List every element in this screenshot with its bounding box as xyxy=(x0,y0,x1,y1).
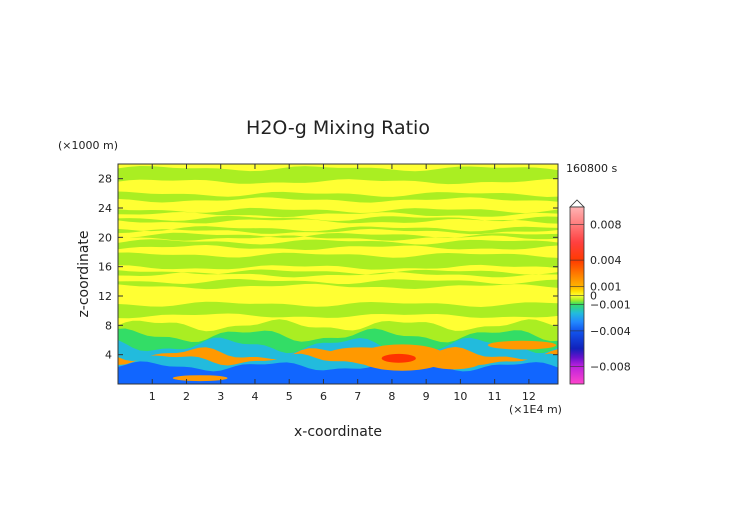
colorbar-label: 0.001 xyxy=(590,281,622,294)
x-tick-label: 12 xyxy=(522,390,536,403)
x-axis-label: x-coordinate xyxy=(294,424,382,440)
y-tick-label: 24 xyxy=(98,202,112,215)
x-tick-label: 10 xyxy=(453,390,467,403)
y-tick-label: 8 xyxy=(105,319,112,332)
boundary-layer xyxy=(118,361,558,384)
moisture-band xyxy=(118,252,558,270)
y-axis-unit: (×1000 m) xyxy=(58,139,118,152)
colorbar-cap xyxy=(569,199,585,208)
chart-title: H2O-g Mixing Ratio xyxy=(246,117,430,139)
y-tick-label: 16 xyxy=(98,261,112,274)
x-tick-label: 9 xyxy=(423,390,430,403)
plot-frame xyxy=(117,163,559,385)
x-tick-label: 11 xyxy=(488,390,502,403)
x-tick-label: 7 xyxy=(354,390,361,403)
colorbar-label: −0.001 xyxy=(590,298,631,311)
colorbar-label: −0.004 xyxy=(590,325,631,338)
moisture-band xyxy=(118,191,558,203)
moisture-band xyxy=(118,239,558,250)
y-tick-label: 4 xyxy=(105,349,112,362)
y-axis: 4 8 12 16 20 24 28 xyxy=(98,173,558,362)
moisture-band xyxy=(118,226,558,235)
colorbar-label: 0.004 xyxy=(590,254,622,267)
moisture-band xyxy=(118,279,558,290)
x-tick-label: 6 xyxy=(320,390,327,403)
x-axis: 1 2 3 4 5 6 7 8 9 10 11 12 xyxy=(149,164,536,403)
colorbar-label: 0.008 xyxy=(590,219,622,232)
moisture-anomaly xyxy=(326,347,396,362)
moisture-band xyxy=(118,165,558,185)
x-tick-label: 5 xyxy=(286,390,293,403)
time-label: 160800 s xyxy=(566,162,617,175)
moisture-band xyxy=(118,301,558,319)
heatmap-field xyxy=(118,164,558,384)
y-axis-label: z-coordinate xyxy=(76,230,92,317)
y-tick-label: 12 xyxy=(98,290,112,303)
y-tick-label: 28 xyxy=(98,173,112,186)
moisture-anomaly xyxy=(381,353,416,363)
colorbar-label: 0 xyxy=(590,290,597,303)
moisture-anomaly xyxy=(172,375,228,382)
moisture-anomaly xyxy=(426,354,481,370)
moisture-band xyxy=(118,269,558,278)
x-tick-label: 3 xyxy=(217,390,224,403)
y-tick-label: 20 xyxy=(98,231,112,244)
x-tick-label: 4 xyxy=(251,390,258,403)
moisture-band xyxy=(118,215,558,224)
x-axis-unit: (×1E4 m) xyxy=(509,403,562,416)
colorbar-label: −0.008 xyxy=(590,360,631,373)
moisture-band xyxy=(118,207,558,218)
x-tick-label: 2 xyxy=(183,390,190,403)
moisture-anomaly xyxy=(487,340,557,350)
moisture-band xyxy=(118,232,558,241)
x-tick-label: 1 xyxy=(149,390,156,403)
x-tick-label: 8 xyxy=(388,390,395,403)
